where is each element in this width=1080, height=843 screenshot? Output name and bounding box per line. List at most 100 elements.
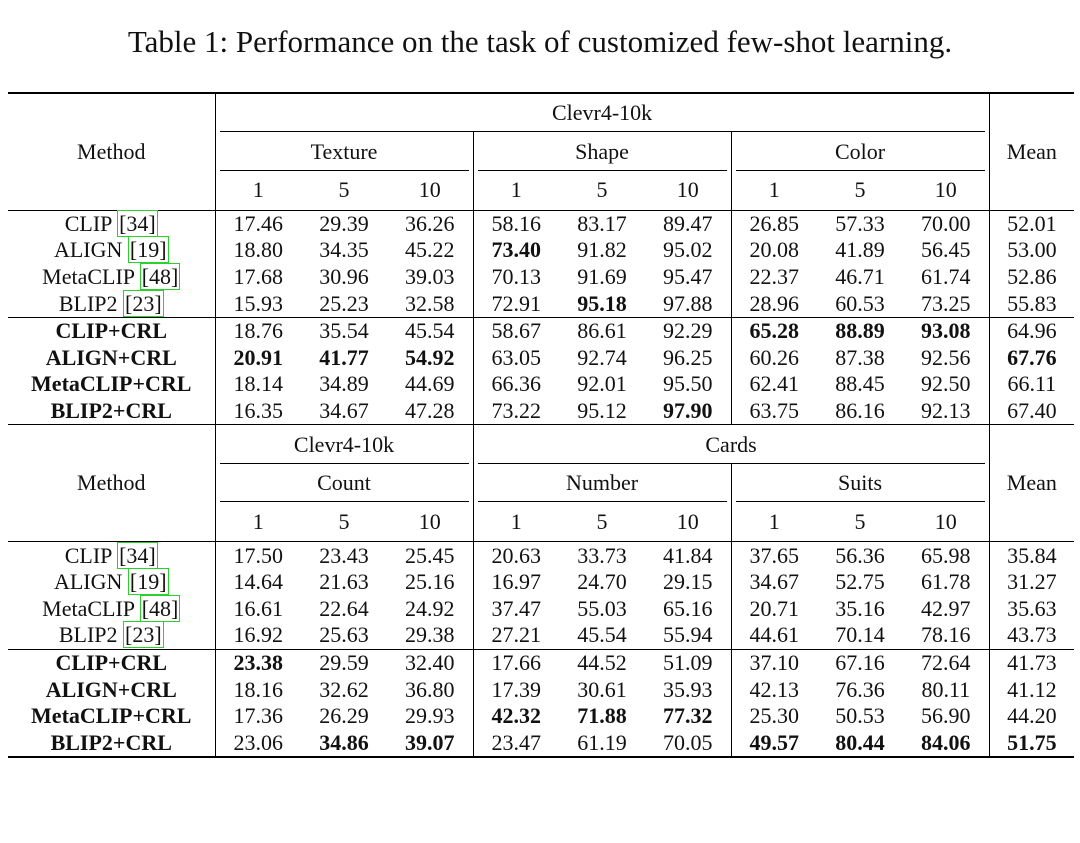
data-row: ALIGN [19] 18.80 34.35 45.22 73.40 91.82 95.02… bbox=[8, 236, 1075, 264]
value-cell: 65.98 bbox=[921, 542, 971, 568]
method-header: Method bbox=[77, 470, 146, 496]
value-cell: 66.36 bbox=[472, 371, 559, 398]
value-cell: 23.47 bbox=[472, 729, 559, 757]
value-cell: 26.85 bbox=[730, 210, 817, 238]
value-cell: 39.07 bbox=[405, 729, 455, 755]
value-cell: 95.18 bbox=[577, 290, 627, 316]
value-cell: 39.03 bbox=[405, 263, 455, 289]
citation: [48] bbox=[139, 594, 181, 622]
value-cell: 91.82 bbox=[577, 237, 627, 263]
value-cell: 70.00 bbox=[921, 210, 971, 236]
super-header: Clevr4-10k bbox=[214, 424, 473, 464]
value-cell: 36.80 bbox=[405, 676, 455, 702]
value-cell: 33.73 bbox=[577, 542, 627, 568]
value-cell: 71.88 bbox=[577, 703, 627, 729]
mean-cell: 35.84 bbox=[988, 541, 1075, 569]
data-row: MetaCLIP+CRL 17.36 26.29 29.93 42.32 71.88 77.… bbox=[8, 702, 1075, 730]
value-cell: 18.16 bbox=[214, 676, 301, 703]
value-cell: 86.61 bbox=[577, 318, 627, 344]
value-cell: 73.25 bbox=[921, 290, 971, 316]
value-cell: 60.53 bbox=[835, 290, 885, 316]
value-cell: 72.91 bbox=[472, 290, 559, 318]
value-cell: 92.74 bbox=[577, 344, 627, 370]
value-cell: 20.08 bbox=[730, 237, 817, 264]
value-cell: 42.32 bbox=[472, 702, 559, 730]
method-cell: MetaCLIP [48] bbox=[8, 594, 215, 622]
value-cell: 34.89 bbox=[319, 371, 369, 397]
method-name: MetaCLIP bbox=[42, 263, 135, 289]
value-cell: 97.88 bbox=[663, 290, 713, 316]
data-row: CLIP [34] 17.50 23.43 25.45 20.63 33.73 41.84 3… bbox=[8, 541, 1075, 569]
shot-header: 5 bbox=[596, 509, 608, 534]
header-row: Count Number Suits bbox=[8, 463, 1074, 503]
value-cell: 92.29 bbox=[663, 318, 713, 344]
value-cell: 45.54 bbox=[405, 318, 455, 344]
value-cell: 25.45 bbox=[405, 542, 455, 568]
value-cell: 25.30 bbox=[730, 702, 817, 730]
method-header: Method bbox=[77, 138, 146, 164]
mean-cell: 64.96 bbox=[988, 317, 1075, 345]
value-cell: 16.61 bbox=[214, 595, 301, 623]
value-cell: 32.40 bbox=[405, 649, 455, 675]
value-cell: 42.97 bbox=[921, 595, 971, 621]
shot-header: 1 bbox=[214, 171, 301, 210]
shot-header: 1 bbox=[472, 502, 559, 542]
value-cell: 41.77 bbox=[319, 344, 369, 370]
value-cell: 73.22 bbox=[472, 397, 559, 425]
shot-header: 1 bbox=[730, 502, 817, 542]
value-cell: 32.62 bbox=[319, 676, 369, 702]
citation: [23] bbox=[123, 289, 164, 317]
value-cell: 34.35 bbox=[319, 237, 369, 263]
group-header-label: Texture bbox=[219, 133, 469, 171]
value-cell: 24.70 bbox=[577, 569, 627, 595]
method-cell: CLIP [34] bbox=[8, 541, 215, 569]
method-cell: MetaCLIP+CRL bbox=[8, 371, 215, 398]
group-header-label: Shape bbox=[477, 133, 727, 171]
group-header-label: Number bbox=[477, 464, 727, 503]
value-cell: 20.63 bbox=[472, 541, 559, 569]
value-cell: 80.11 bbox=[921, 676, 971, 702]
citation: [19] bbox=[127, 236, 169, 264]
value-cell: 50.53 bbox=[835, 703, 885, 729]
table-caption: Table 1: Performance on the task of cust… bbox=[127, 24, 953, 59]
value-cell: 37.65 bbox=[730, 541, 817, 569]
row-group: CLIP+CRL 23.38 29.59 32.40 17.66 44.52 51.09 37… bbox=[8, 649, 1075, 757]
group-header: Number bbox=[472, 463, 731, 503]
method-name: ALIGN+CRL bbox=[45, 676, 177, 702]
group-header-label: Suits bbox=[735, 464, 985, 503]
method-name: MetaCLIP+CRL bbox=[31, 703, 192, 729]
method-cell: BLIP2 [23] bbox=[8, 289, 215, 317]
method-cell: BLIP2 [23] bbox=[8, 621, 215, 649]
method-cell: CLIP+CRL bbox=[8, 649, 215, 676]
value-cell: 91.69 bbox=[577, 263, 627, 289]
value-cell: 65.16 bbox=[663, 595, 713, 621]
value-cell: 21.63 bbox=[319, 569, 369, 595]
value-cell: 86.16 bbox=[835, 397, 885, 423]
header-row: Texture Shape Color bbox=[8, 132, 1074, 171]
super-header-label: Clevr4-10k bbox=[219, 426, 469, 464]
data-row: MetaCLIP [48] 16.61 22.64 24.92 37.47 55.03 65… bbox=[8, 594, 1075, 623]
value-cell: 65.28 bbox=[730, 317, 817, 345]
value-cell: 30.96 bbox=[319, 263, 369, 289]
data-row: MetaCLIP+CRL 18.14 34.89 44.69 66.36 92.01 95.… bbox=[8, 371, 1075, 398]
value-cell: 23.43 bbox=[319, 542, 369, 568]
value-cell: 17.66 bbox=[472, 649, 559, 677]
method-cell: ALIGN+CRL bbox=[8, 676, 215, 703]
value-cell: 45.22 bbox=[405, 237, 455, 263]
value-cell: 84.06 bbox=[921, 729, 971, 755]
value-cell: 32.58 bbox=[405, 290, 455, 316]
mean-cell: 67.76 bbox=[988, 344, 1075, 372]
data-row: ALIGN+CRL 20.91 41.77 54.92 63.05 92.74 96.25 6… bbox=[8, 344, 1075, 372]
value-cell: 34.67 bbox=[730, 568, 817, 596]
method-cell: ALIGN [19] bbox=[8, 236, 215, 264]
data-row: CLIP [34] 17.46 29.39 36.26 58.16 83.17 89.47 2… bbox=[8, 209, 1075, 238]
value-cell: 35.54 bbox=[319, 318, 369, 344]
value-cell: 56.90 bbox=[921, 703, 971, 729]
value-cell: 47.28 bbox=[405, 397, 455, 423]
value-cell: 44.69 bbox=[405, 371, 455, 397]
value-cell: 95.12 bbox=[577, 397, 627, 423]
value-cell: 35.16 bbox=[835, 595, 885, 621]
method-cell: ALIGN+CRL bbox=[8, 344, 215, 371]
value-cell: 23.38 bbox=[214, 649, 301, 677]
mean-cell: 51.75 bbox=[988, 729, 1075, 757]
